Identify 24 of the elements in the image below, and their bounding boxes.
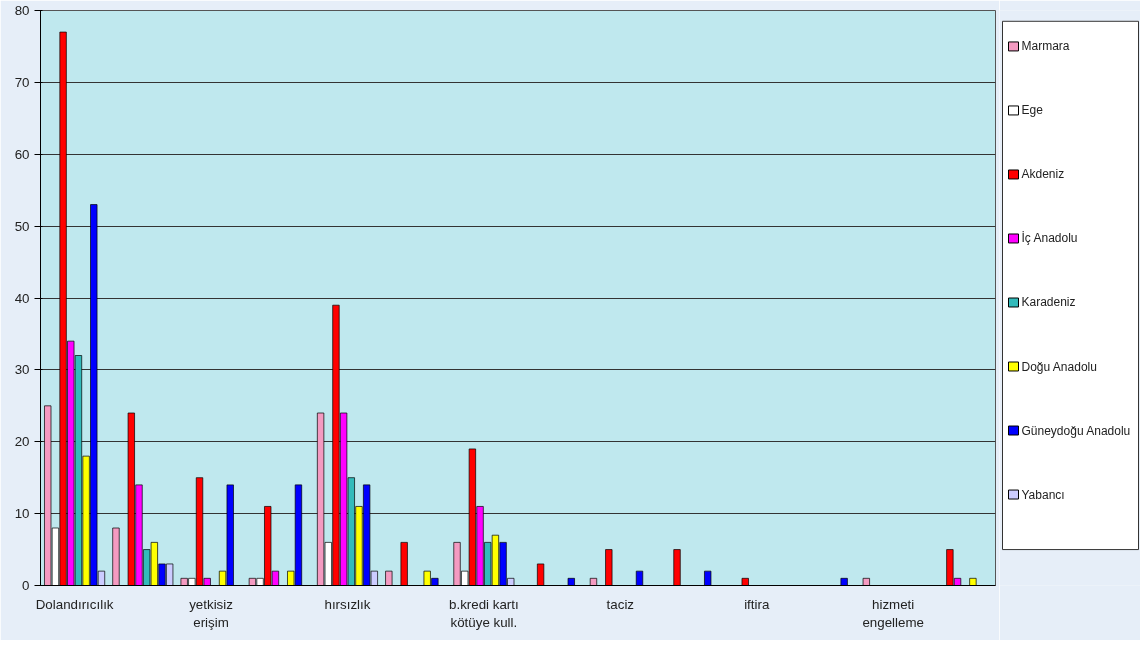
- legend-label: Doğu Anadolu: [1021, 359, 1097, 374]
- y-tick-label: 0: [22, 578, 30, 593]
- x-tick-label: iftira: [744, 596, 770, 612]
- legend-label: Yabancı: [1021, 487, 1065, 502]
- x-tick-label: hırsızlık: [324, 596, 371, 612]
- legend-label: Karadeniz: [1021, 295, 1076, 310]
- x-tick-label: yetkisiz erişim: [189, 596, 233, 630]
- y-tick-label: 10: [14, 506, 30, 522]
- legend-label: Akdeniz: [1021, 167, 1065, 182]
- y-tick-label: 30: [14, 362, 30, 378]
- legend-label: Güneydoğu Anadolu: [1021, 423, 1131, 438]
- y-tick-label: 70: [14, 74, 30, 90]
- legend-label: Marmara: [1021, 39, 1070, 54]
- y-tick-label: 40: [14, 290, 30, 306]
- legend-label: İç Anadolu: [1021, 231, 1078, 246]
- y-tick-label: 60: [14, 146, 30, 162]
- y-tick-label: 80: [14, 3, 30, 18]
- x-tick-label: b.kredi kartı kötüye kull.: [449, 596, 519, 630]
- y-tick-label: 50: [14, 218, 30, 234]
- x-tick-label: taciz: [606, 596, 635, 612]
- x-tick-label: Dolandırıcılık: [35, 596, 114, 612]
- legend-label: Ege: [1021, 103, 1044, 118]
- x-tick-label: hizmeti engelleme: [862, 596, 924, 630]
- y-tick-label: 20: [14, 434, 30, 450]
